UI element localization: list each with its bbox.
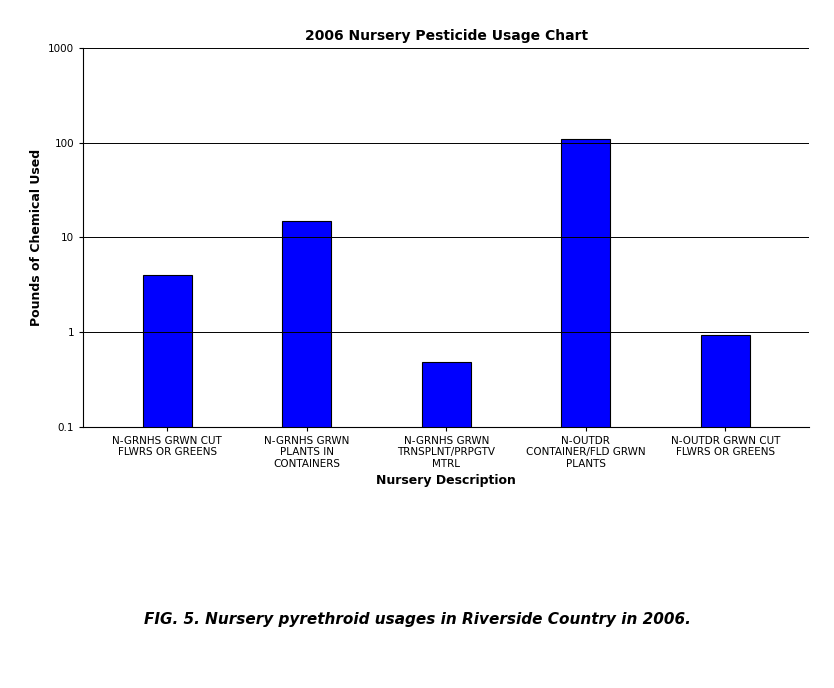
Bar [701, 335, 750, 688]
Bar [422, 362, 470, 688]
Bar [143, 275, 192, 688]
Bar [561, 139, 610, 688]
Text: FIG. 5. Nursery pyrethroid usages in Riverside Country in 2006.: FIG. 5. Nursery pyrethroid usages in Riv… [143, 612, 691, 627]
Bar [282, 221, 331, 688]
X-axis label: Nursery Description: Nursery Description [376, 474, 516, 487]
Y-axis label: Pounds of Chemical Used: Pounds of Chemical Used [30, 149, 43, 326]
Title: 2006 Nursery Pesticide Usage Chart: 2006 Nursery Pesticide Usage Chart [304, 29, 588, 43]
